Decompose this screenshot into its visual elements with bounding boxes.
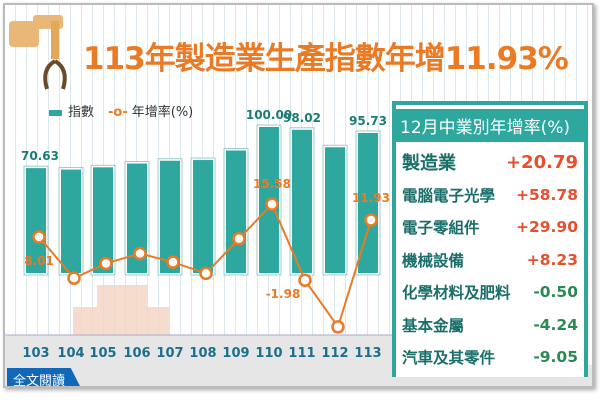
growth-point-111 <box>298 273 312 287</box>
x-tick-label: 109 <box>222 346 249 361</box>
industry-name: 化學材料及肥料 <box>402 284 511 303</box>
industry-name: 基本金屬 <box>402 316 465 335</box>
industry-name: 機械設備 <box>402 251 465 270</box>
bar-111 <box>292 129 312 273</box>
x-tick-label: 108 <box>189 346 216 361</box>
growth-point-107 <box>166 255 180 269</box>
x-tick-label: 106 <box>123 346 150 361</box>
x-tick-label: 113 <box>354 346 381 361</box>
industry-name: 製造業 <box>402 153 456 175</box>
bar-value-label: 100.00 <box>246 108 292 122</box>
bar-109 <box>226 150 246 273</box>
infographic: 113年製造業生產指數年增11.93% 指數 -o- 年增率(%) 103 70.6… <box>3 3 594 388</box>
boxes-decoration-icon <box>73 285 169 335</box>
x-tick-label: 107 <box>156 346 183 361</box>
bar-value-label: 98.02 <box>283 111 321 125</box>
industry-name: 電腦電子光學 <box>402 186 496 205</box>
industry-value: +58.78 <box>515 185 578 204</box>
industry-value: +8.23 <box>526 250 578 269</box>
industry-row: 製造業 +20.79 <box>396 146 584 179</box>
bar-106 <box>127 163 147 273</box>
chart: 103 70.63 104 105 106 107 108 109 110 100.00 111 98… <box>5 108 393 361</box>
growth-point-112 <box>331 320 345 334</box>
bar-113 <box>358 132 378 273</box>
x-tick-label: 105 <box>89 346 116 361</box>
bar-105 <box>93 167 113 273</box>
legend-line: -o- 年增率(%) <box>108 101 193 120</box>
x-tick-label: 103 <box>22 346 49 361</box>
x-tick-label: 112 <box>321 346 348 361</box>
x-tick-label: 104 <box>57 346 84 361</box>
growth-value-label: -1.98 <box>266 287 301 301</box>
industry-row: 電子零組件 +29.90 <box>396 211 584 244</box>
legend: 指數 -o- 年增率(%) <box>49 101 193 120</box>
bar-103 <box>26 168 46 273</box>
bar-value-label: 70.63 <box>21 149 59 163</box>
industry-value: -4.24 <box>533 315 578 334</box>
industry-value: -9.05 <box>533 348 578 367</box>
growth-point-104 <box>67 271 81 285</box>
growth-point-103 <box>32 230 46 244</box>
panel-top-stripe <box>396 105 584 109</box>
industry-row: 汽車及其零件 -9.05 <box>396 341 584 374</box>
growth-point-106 <box>133 246 147 261</box>
bar-swatch-icon <box>49 109 62 116</box>
growth-value-label: 11.93 <box>352 191 390 205</box>
x-tick-label: 111 <box>288 346 315 361</box>
industry-value: +29.90 <box>515 218 578 237</box>
bar-value-label: 95.73 <box>349 114 387 128</box>
panel-title: 12月中業別年增率(%) <box>400 118 571 138</box>
robot-arm-icon <box>9 15 67 90</box>
bar-112 <box>325 147 345 273</box>
line-marker-icon: -o- <box>108 105 128 120</box>
read-full-button[interactable]: 全文閱讀 <box>7 368 82 386</box>
legend-bar: 指數 <box>49 101 94 120</box>
growth-point-109 <box>232 232 246 246</box>
bar-107 <box>160 160 180 273</box>
legend-bar-label: 指數 <box>68 105 95 120</box>
industry-row: 化學材料及肥料 -0.50 <box>396 276 584 309</box>
growth-point-108 <box>199 266 213 281</box>
industry-value: +20.79 <box>505 151 578 173</box>
growth-value-label: 8.01 <box>24 254 54 268</box>
industry-name: 汽車及其零件 <box>402 349 496 368</box>
bar-104 <box>61 169 81 273</box>
industry-row: 機械設備 +8.23 <box>396 244 584 277</box>
legend-line-label: 年增率(%) <box>131 105 194 120</box>
x-tick-label: 110 <box>255 346 282 361</box>
bar-108 <box>193 160 213 273</box>
industry-row: 基本金屬 -4.24 <box>396 309 584 342</box>
industry-name: 電子零組件 <box>402 219 480 238</box>
page-title: 113年製造業生產指數年增11.93% <box>83 41 569 77</box>
industry-growth-panel: 12月中業別年增率(%) 製造業 +20.79 電腦電子光學 +58.78 電子零組件 +… <box>392 101 588 377</box>
growth-value-label: 15.58 <box>253 177 291 191</box>
x-axis-band <box>5 335 393 365</box>
panel-rows: 製造業 +20.79 電腦電子光學 +58.78 電子零組件 +29.90 機械設備 +8.2… <box>396 142 584 377</box>
growth-point-113 <box>364 213 378 227</box>
industry-value: -0.50 <box>533 283 578 302</box>
growth-point-110 <box>265 197 279 211</box>
growth-point-105 <box>99 256 113 271</box>
industry-row: 電腦電子光學 +58.78 <box>396 179 584 212</box>
